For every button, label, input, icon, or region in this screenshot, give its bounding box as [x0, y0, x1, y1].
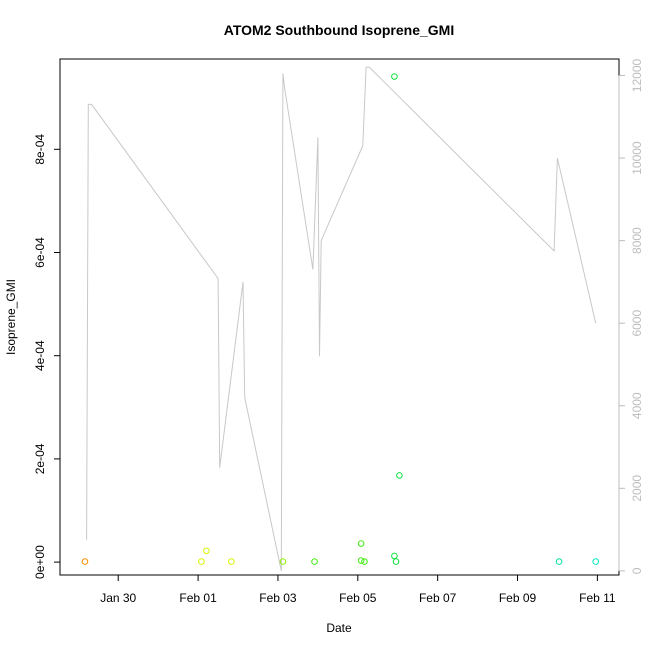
- data-point: [357, 557, 365, 564]
- y-tick-label: 4e-04: [33, 340, 47, 371]
- data-point: [228, 558, 235, 565]
- y2-tick-label: 10000: [630, 141, 644, 175]
- y2-tick-label: 6000: [630, 310, 644, 337]
- data-point: [203, 547, 210, 555]
- x-tick-label: Feb 11: [579, 591, 616, 605]
- y2-tick-label: 4000: [630, 392, 644, 419]
- data-point: [357, 540, 365, 547]
- data-point: [392, 558, 400, 565]
- secondary-y-axis: 0 2000 4000 6000 8000 10000 12000: [618, 59, 644, 574]
- data-point: [198, 558, 205, 565]
- x-tick-label: Feb 07: [419, 591, 457, 605]
- x-tick-label: Jan 30: [100, 591, 136, 605]
- altitude-line: [86, 66, 597, 572]
- y-tick-label: 0e+00: [33, 545, 47, 579]
- y2-tick-label: 0: [630, 567, 644, 574]
- y2-tick-label: 8000: [630, 227, 644, 254]
- data-point: [592, 558, 600, 565]
- y-tick-label: 2e-04: [33, 443, 47, 474]
- y2-tick-label: 12000: [630, 59, 644, 93]
- y2-tick-label: 2000: [630, 475, 644, 502]
- data-point: [311, 558, 318, 565]
- altitude-line-layer: [86, 66, 597, 572]
- x-tick-label: Feb 09: [499, 591, 537, 605]
- chart-title: ATOM2 Southbound Isoprene_GMI: [224, 22, 454, 38]
- x-axis: Jan 30 Feb 01 Feb 03 Feb 05 Feb 07 Feb 09 Feb …: [100, 574, 616, 605]
- plot-frame: [59, 58, 620, 576]
- data-point: [81, 558, 89, 565]
- data-point: [396, 472, 403, 479]
- x-tick-label: Feb 03: [259, 591, 297, 605]
- data-point: [555, 558, 563, 565]
- y-axis: 0e+00 2e-04 4e-04 6e-04 8e-04: [33, 134, 61, 579]
- x-axis-label: Date: [326, 621, 352, 635]
- data-point: [279, 558, 287, 565]
- y-tick-label: 8e-04: [33, 134, 47, 165]
- x-tick-label: Feb 01: [179, 591, 217, 605]
- data-point: [361, 558, 368, 565]
- data-point: [391, 73, 398, 80]
- scatter-points-layer: [81, 73, 600, 565]
- y-axis-label: Isoprene_GMI: [4, 279, 18, 355]
- data-point: [391, 552, 398, 560]
- y-tick-label: 6e-04: [33, 237, 47, 268]
- x-tick-label: Feb 05: [339, 591, 377, 605]
